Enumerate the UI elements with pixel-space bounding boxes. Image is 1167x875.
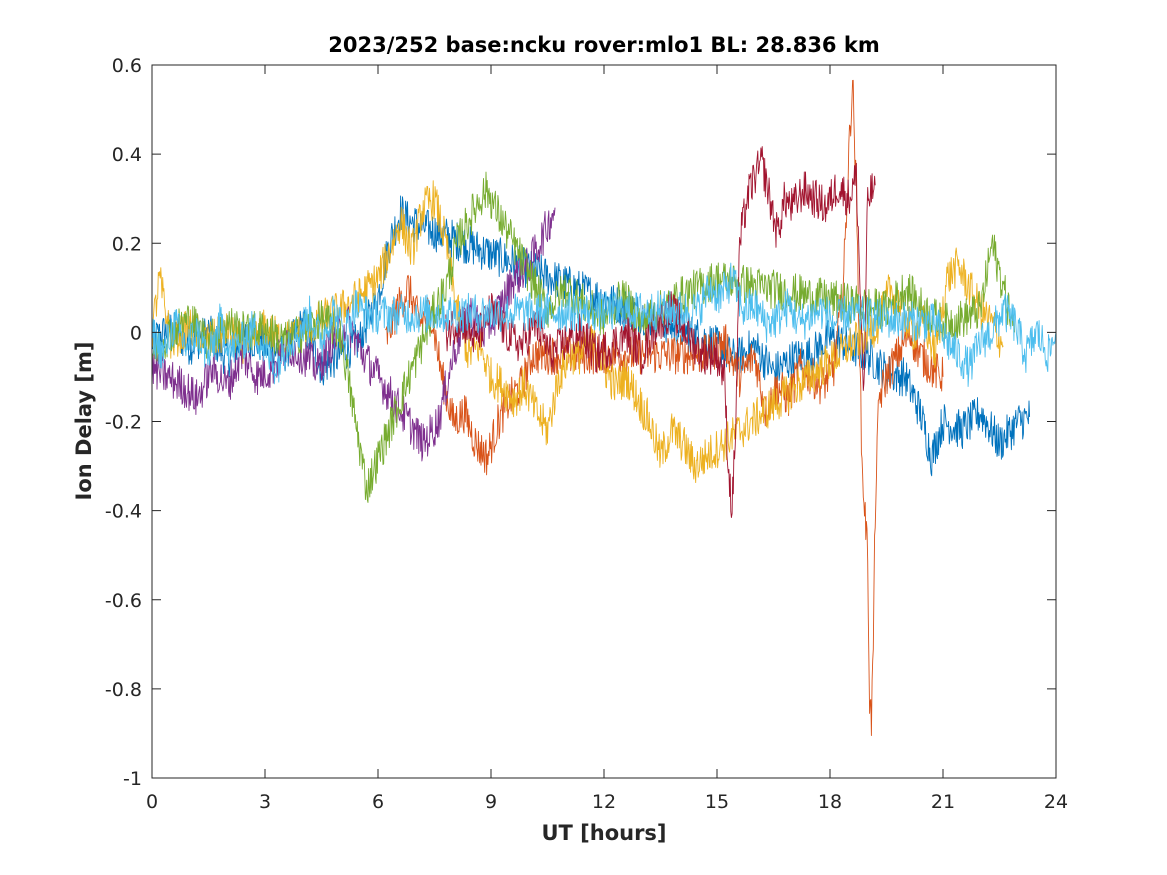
y-tick-label: -0.8 (105, 679, 142, 701)
y-tick-label: -1 (123, 768, 142, 790)
plot-area (152, 65, 1056, 778)
x-tick-label: 6 (372, 791, 384, 813)
y-axis-ticks: -1 -0.8 -0.6 -0.4 -0.2 0 0.2 0.4 0.6 (105, 55, 1056, 790)
y-tick-label: 0.6 (112, 55, 142, 77)
x-tick-label: 15 (705, 791, 729, 813)
series-layer (151, 79, 1057, 736)
x-tick-label: 0 (146, 791, 158, 813)
y-axis-label: Ion Delay [m] (72, 342, 96, 501)
x-axis-ticks: 0 3 6 9 12 15 18 21 24 (146, 65, 1068, 813)
y-tick-label: -0.2 (105, 412, 142, 434)
x-tick-label: 21 (931, 791, 955, 813)
x-tick-label: 9 (485, 791, 497, 813)
series-line-7 (151, 262, 1057, 387)
x-tick-label: 3 (259, 791, 271, 813)
y-tick-label: -0.6 (105, 590, 142, 612)
series-line-4 (151, 207, 556, 462)
x-tick-label: 24 (1044, 791, 1068, 813)
y-tick-label: 0.2 (112, 233, 142, 255)
chart-title: 2023/252 base:ncku rover:mlo1 BL: 28.836… (328, 33, 879, 57)
series-line-2 (385, 79, 944, 736)
y-tick-label: 0 (130, 322, 142, 344)
x-axis-label: UT [hours] (541, 821, 666, 845)
y-tick-label: -0.4 (105, 501, 142, 523)
x-tick-label: 18 (818, 791, 842, 813)
y-tick-label: 0.4 (112, 144, 142, 166)
x-tick-label: 12 (592, 791, 616, 813)
